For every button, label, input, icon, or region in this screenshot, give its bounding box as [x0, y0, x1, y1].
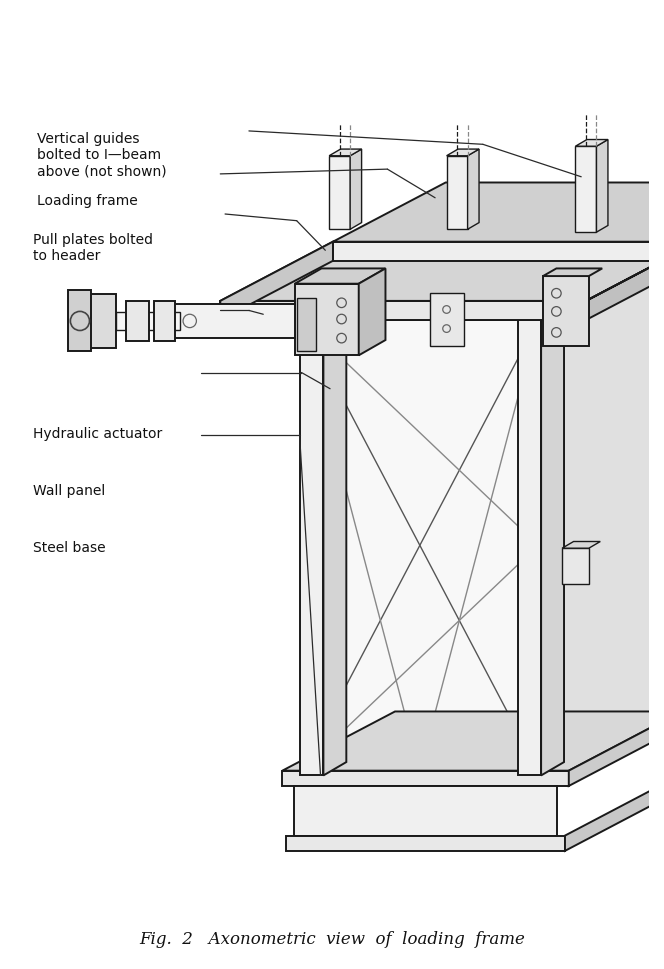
Polygon shape: [447, 149, 479, 156]
Polygon shape: [467, 149, 479, 230]
Text: Steel base: Steel base: [33, 542, 106, 555]
Polygon shape: [565, 776, 664, 851]
Polygon shape: [295, 268, 386, 284]
Polygon shape: [586, 241, 664, 320]
Polygon shape: [116, 312, 180, 329]
Polygon shape: [350, 149, 362, 230]
Polygon shape: [518, 320, 541, 775]
Polygon shape: [543, 276, 589, 346]
Polygon shape: [543, 268, 602, 276]
Polygon shape: [569, 711, 664, 786]
Polygon shape: [282, 770, 569, 786]
Polygon shape: [576, 140, 608, 146]
Polygon shape: [286, 835, 565, 851]
Polygon shape: [329, 149, 362, 156]
Text: Pull plates bolted
to header: Pull plates bolted to header: [33, 233, 153, 263]
Polygon shape: [301, 320, 539, 770]
Polygon shape: [539, 261, 651, 770]
Polygon shape: [295, 284, 359, 356]
Polygon shape: [282, 711, 664, 770]
Polygon shape: [220, 241, 664, 301]
Polygon shape: [518, 306, 564, 320]
Polygon shape: [297, 298, 316, 351]
Polygon shape: [541, 306, 564, 775]
Polygon shape: [125, 301, 149, 341]
Text: Hydraulic actuator: Hydraulic actuator: [33, 426, 162, 441]
Polygon shape: [301, 320, 323, 775]
Polygon shape: [333, 241, 664, 261]
Polygon shape: [90, 295, 116, 348]
Polygon shape: [323, 306, 347, 775]
Text: Wall panel: Wall panel: [33, 484, 105, 498]
Polygon shape: [293, 786, 557, 835]
Polygon shape: [430, 294, 463, 346]
Text: Fig.  2   Axonometric  view  of  loading  frame: Fig. 2 Axonometric view of loading frame: [139, 930, 525, 948]
Text: Loading frame: Loading frame: [37, 194, 138, 208]
Polygon shape: [447, 156, 467, 230]
Polygon shape: [329, 156, 350, 230]
Polygon shape: [596, 140, 608, 233]
Polygon shape: [562, 542, 600, 548]
Polygon shape: [333, 182, 664, 241]
Text: Vertical guides
bolted to I—beam
above (not shown): Vertical guides bolted to I—beam above (…: [37, 133, 167, 178]
Polygon shape: [220, 301, 586, 320]
Polygon shape: [562, 548, 589, 584]
Polygon shape: [301, 306, 347, 320]
Polygon shape: [301, 261, 651, 320]
Polygon shape: [68, 291, 92, 352]
Polygon shape: [155, 301, 175, 341]
Polygon shape: [220, 241, 333, 320]
Polygon shape: [359, 268, 386, 356]
Polygon shape: [586, 182, 664, 301]
Polygon shape: [156, 303, 295, 338]
Polygon shape: [576, 146, 596, 233]
